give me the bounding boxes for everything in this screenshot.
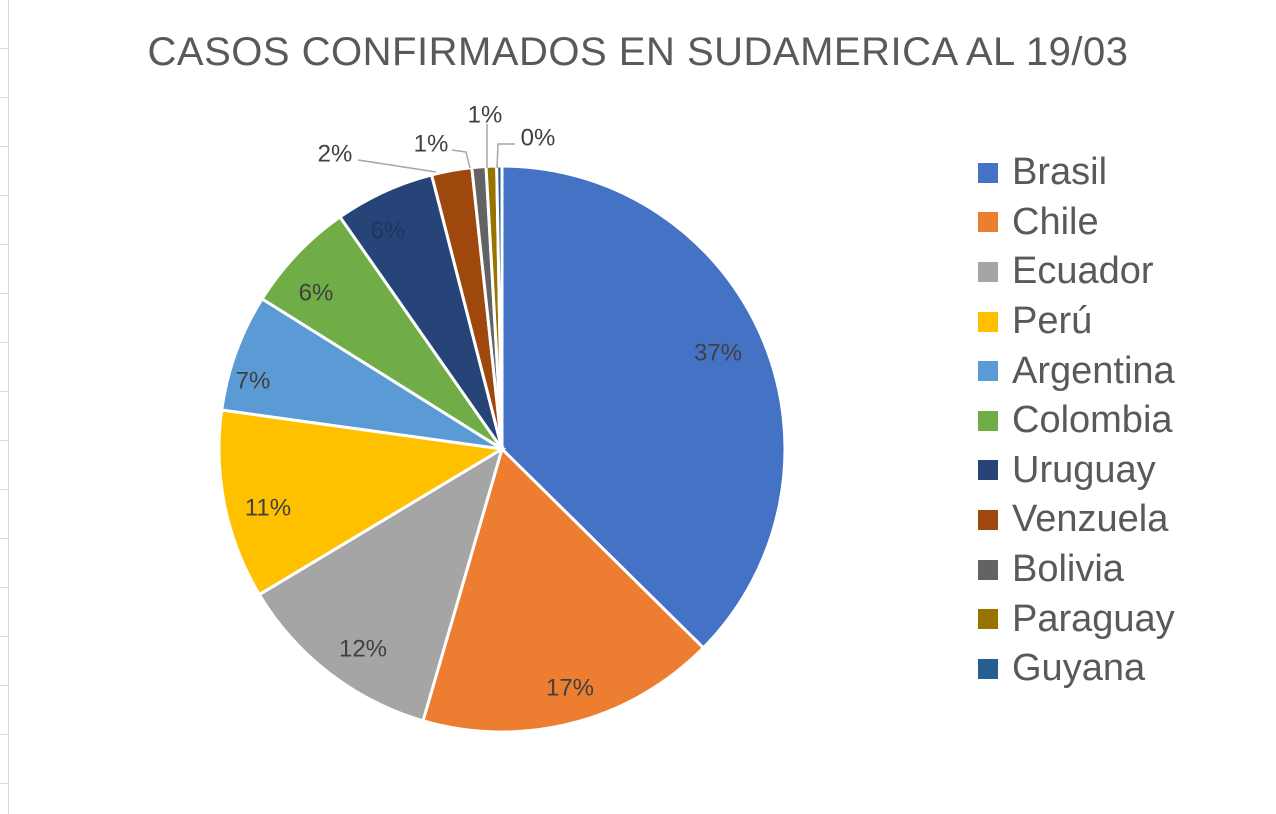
data-label-perú: 11% xyxy=(245,495,291,522)
pie-slice-chile[interactable] xyxy=(421,446,706,734)
legend-swatch xyxy=(978,261,998,282)
data-label-venzuela: 2% xyxy=(318,141,353,168)
legend-label: Chile xyxy=(1012,200,1099,243)
pie-slice-argentina[interactable] xyxy=(220,296,503,451)
legend-label: Guyana xyxy=(1012,647,1146,690)
legend-item-paraguay[interactable]: Paraguay xyxy=(978,594,1175,644)
legend-label: Bolivia xyxy=(1012,548,1124,591)
data-label-paraguay: 1% xyxy=(468,102,503,129)
legend-swatch xyxy=(978,559,998,580)
data-label-chile: 17% xyxy=(546,675,594,702)
legend-item-uruguay[interactable]: Uruguay xyxy=(978,446,1175,496)
pie-slice-perú[interactable] xyxy=(217,408,507,597)
legend-swatch xyxy=(978,212,998,233)
legend-item-chile[interactable]: Chile xyxy=(978,198,1175,248)
legend-swatch xyxy=(978,460,998,481)
legend-item-perú[interactable]: Perú xyxy=(978,297,1175,347)
legend-swatch xyxy=(978,162,998,183)
leader-line-bolivia xyxy=(451,149,471,169)
data-label-ecuador: 12% xyxy=(339,636,387,663)
legend-swatch xyxy=(978,658,998,679)
leader-line-venzuela xyxy=(357,159,437,173)
leader-line-guyana xyxy=(496,143,515,169)
legend-item-colombia[interactable]: Colombia xyxy=(978,396,1175,446)
legend-label: Uruguay xyxy=(1012,448,1156,491)
data-label-colombia: 6% xyxy=(299,280,334,307)
chart-legend: Brasil Chile Ecuador Perú Argentina Colombia U… xyxy=(978,148,1175,694)
legend-swatch xyxy=(978,361,998,382)
legend-item-venzuela[interactable]: Venzuela xyxy=(978,495,1175,545)
data-label-bolivia: 1% xyxy=(414,131,449,158)
legend-label: Venzuela xyxy=(1012,498,1169,541)
pie-slice-ecuador[interactable] xyxy=(257,445,505,723)
pie-slice-colombia[interactable] xyxy=(260,214,504,451)
legend-label: Ecuador xyxy=(1012,250,1154,293)
legend-item-ecuador[interactable]: Ecuador xyxy=(978,247,1175,297)
legend-label: Colombia xyxy=(1012,399,1173,442)
legend-label: Argentina xyxy=(1012,349,1175,392)
pie-slice-brasil[interactable] xyxy=(500,164,787,650)
data-label-uruguay: 6% xyxy=(371,218,406,245)
legend-item-guyana[interactable]: Guyana xyxy=(978,644,1175,694)
chart-title: CASOS CONFIRMADOS EN SUDAMERICA AL 19/03 xyxy=(147,30,1129,74)
legend-item-bolivia[interactable]: Bolivia xyxy=(978,545,1175,595)
legend-swatch xyxy=(978,509,998,530)
data-label-brasil: 37% xyxy=(694,340,742,367)
legend-label: Perú xyxy=(1012,300,1093,343)
legend-swatch xyxy=(978,311,998,332)
legend-swatch xyxy=(978,609,998,630)
legend-swatch xyxy=(978,410,998,431)
legend-item-argentina[interactable]: Argentina xyxy=(978,346,1175,396)
legend-item-brasil[interactable]: Brasil xyxy=(978,148,1175,198)
legend-label: Brasil xyxy=(1012,151,1108,194)
data-label-guyana: 0% xyxy=(521,125,556,152)
data-label-argentina: 7% xyxy=(236,368,271,395)
legend-label: Paraguay xyxy=(1012,597,1175,640)
